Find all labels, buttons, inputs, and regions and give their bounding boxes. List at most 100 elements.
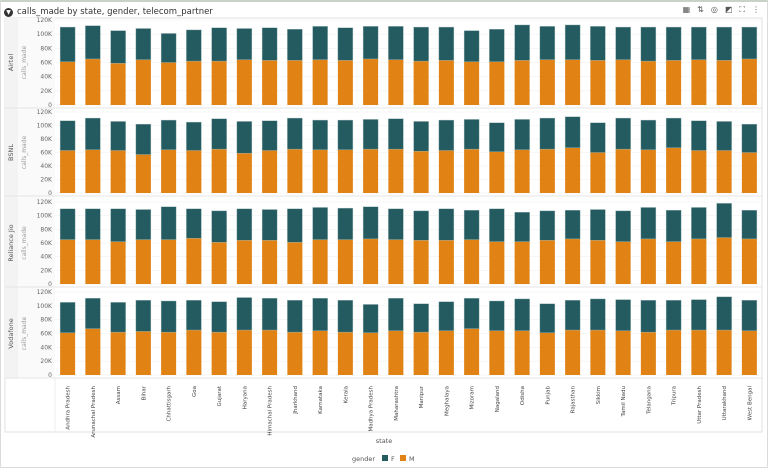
x-tick-label: Telangana [646, 386, 652, 415]
bar-segment-M [388, 59, 404, 105]
y-tick-label: 120K [37, 199, 53, 206]
y-tick-label: 60K [40, 60, 53, 67]
bar-segment-F [691, 207, 707, 240]
bar-segment-M [464, 328, 480, 375]
bar-segment-M [161, 332, 177, 375]
bar-segment-F [287, 208, 303, 243]
x-tick-label: Himachal Pradesh [268, 386, 274, 436]
legend-swatch-M [400, 455, 406, 461]
y-tick-label: 100K [37, 213, 53, 220]
bar-segment-M [337, 149, 353, 193]
bar-segment-F [489, 29, 505, 62]
bar-segment-M [236, 240, 252, 284]
bar-segment-F [135, 209, 152, 240]
bar-segment-F [186, 208, 202, 239]
bar-segment-F [413, 303, 429, 333]
x-tick-label: Andhra Pradesh [66, 385, 72, 429]
bar-segment-M [565, 330, 581, 375]
bar-segment-F [337, 27, 354, 61]
bar-segment-M [741, 238, 757, 284]
bar-segment-F [160, 33, 177, 63]
bar-segment-M [60, 150, 76, 193]
bar-segment-F [564, 24, 581, 60]
bar-segment-M [438, 240, 454, 284]
y-axis-label: calls_made [21, 226, 28, 260]
facet-label: Reliance Jio [7, 224, 15, 261]
bar-segment-F [236, 28, 253, 60]
x-tick-label: Punjab [545, 386, 551, 405]
bar-segment-F [590, 209, 606, 241]
bar-segment-M [464, 149, 480, 193]
bar-segment-F [85, 298, 101, 329]
y-tick-label: 0 [48, 190, 52, 197]
bar-segment-M [388, 149, 404, 193]
bar-segment-M [539, 332, 555, 375]
y-axis-label: calls_made [21, 135, 28, 169]
y-tick-label: 100K [37, 123, 53, 130]
bar-segment-M [337, 332, 353, 375]
bar-segment-F [438, 26, 455, 61]
bar-segment-F [337, 207, 354, 240]
bar-segment-M [615, 59, 631, 105]
chart-type-icon[interactable]: ◩ [724, 5, 733, 14]
bar-segment-F [564, 209, 581, 240]
bar-segment-F [438, 208, 455, 241]
facet-label: Airtel [7, 54, 15, 71]
bar-segment-F [261, 120, 278, 151]
bar-segment-F [211, 210, 227, 243]
bar-segment-M [135, 239, 151, 284]
bar-segment-M [590, 60, 606, 105]
x-tick-label: Sikkim [596, 386, 602, 404]
bar-segment-M [716, 330, 732, 375]
x-tick-label: Tamil Nadu [621, 386, 627, 417]
bar-segment-F [211, 301, 227, 333]
bar-segment-F [590, 122, 606, 153]
bar-segment-F [741, 26, 758, 60]
bar-segment-M [640, 332, 656, 375]
fullscreen-icon[interactable]: ⛶ [739, 5, 745, 14]
x-tick-label: Haryana [242, 386, 248, 409]
bar-segment-F [388, 208, 404, 240]
bar-segment-F [85, 25, 101, 60]
target-icon[interactable]: ◎ [710, 5, 718, 14]
sort-icon[interactable]: ⇅ [697, 5, 704, 14]
bar-segment-F [716, 203, 732, 238]
bar-segment-M [691, 238, 707, 284]
x-axis-label: state [376, 437, 392, 445]
y-tick-label: 120K [37, 109, 53, 116]
bar-segment-F [640, 207, 657, 240]
filter-icon[interactable]: ▼ [4, 7, 13, 17]
bar-segment-F [741, 209, 758, 240]
legend-label-M: M [409, 455, 415, 463]
grid-icon[interactable]: ▦ [682, 5, 691, 14]
bar-segment-F [59, 120, 76, 151]
bar-segment-F [160, 206, 177, 240]
bar-segment-M [110, 332, 126, 375]
bar-segment-M [161, 239, 177, 284]
x-tick-label: Assam [116, 386, 122, 404]
bar-segment-M [85, 58, 101, 105]
bar-segment-F [691, 120, 707, 151]
x-tick-label: Gujarat [217, 385, 223, 406]
bar-segment-F [388, 298, 404, 331]
bar-segment-M [186, 238, 202, 284]
y-tick-label: 80K [40, 136, 53, 143]
bar-segment-M [236, 59, 252, 105]
bar-segment-F [236, 121, 253, 154]
legend-label-F: F [391, 455, 395, 463]
bar-segment-F [716, 296, 732, 331]
bar-segment-F [287, 117, 303, 150]
bar-segment-M [514, 241, 530, 284]
y-tick-label: 80K [40, 317, 53, 324]
bar-segment-F [287, 300, 303, 333]
bar-segment-F [691, 26, 707, 60]
bar-segment-F [413, 121, 429, 152]
bar-segment-F [463, 119, 480, 150]
more-icon[interactable]: ⋮ [752, 5, 760, 14]
bar-segment-F [539, 26, 556, 60]
bar-segment-M [716, 237, 732, 284]
y-tick-label: 80K [40, 45, 53, 52]
bar-segment-F [590, 298, 606, 331]
bar-segment-M [312, 330, 328, 375]
